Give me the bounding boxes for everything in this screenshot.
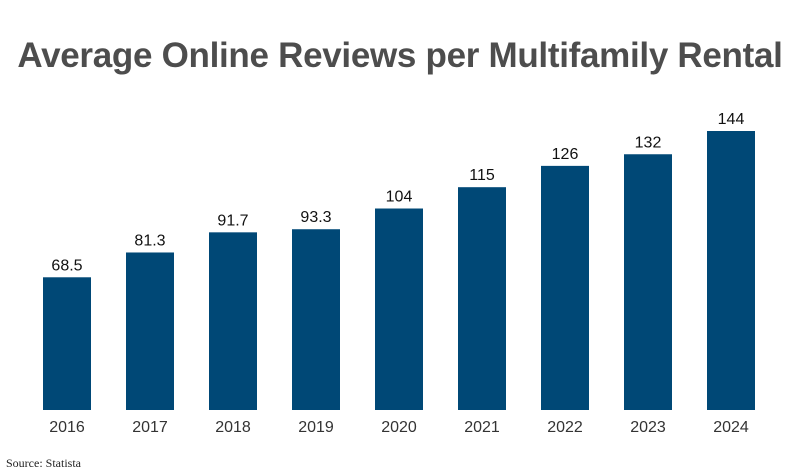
data-label-2021: 115 (469, 167, 495, 184)
data-label-2018: 91.7 (217, 212, 248, 229)
chart-title: Average Online Reviews per Multifamily R… (17, 36, 783, 75)
bar-2020 (375, 208, 423, 410)
bar-2023 (624, 154, 672, 410)
x-tick-label-2020: 2020 (381, 419, 417, 436)
data-label-2024: 144 (718, 111, 745, 128)
source-note: Source: Statista (6, 456, 81, 470)
data-label-2023: 132 (635, 134, 662, 151)
data-label-2017: 81.3 (134, 232, 165, 249)
bar-2018 (209, 232, 257, 410)
data-label-2016: 68.5 (51, 257, 82, 274)
bar-2022 (541, 165, 589, 410)
x-tick-label-2017: 2017 (132, 419, 168, 436)
bar-2016 (43, 277, 91, 410)
x-tick-label-2021: 2021 (464, 419, 500, 436)
bar-2019 (292, 229, 340, 410)
data-label-2022: 126 (552, 146, 579, 163)
x-tick-label-2016: 2016 (49, 419, 85, 436)
data-label-2019: 93.3 (300, 209, 331, 226)
x-tick-label-2018: 2018 (215, 419, 251, 436)
bar-2024 (707, 131, 755, 410)
bar-2017 (126, 252, 174, 410)
data-label-2020: 104 (386, 189, 413, 206)
bar-2021 (458, 187, 506, 410)
x-tick-label-2024: 2024 (713, 419, 749, 436)
x-tick-label-2023: 2023 (630, 419, 666, 436)
x-tick-label-2019: 2019 (298, 419, 334, 436)
x-tick-label-2022: 2022 (547, 419, 583, 436)
